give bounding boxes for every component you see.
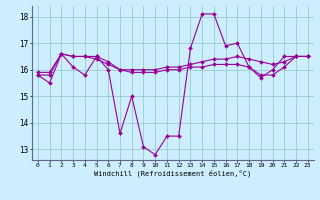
- X-axis label: Windchill (Refroidissement éolien,°C): Windchill (Refroidissement éolien,°C): [94, 170, 252, 177]
